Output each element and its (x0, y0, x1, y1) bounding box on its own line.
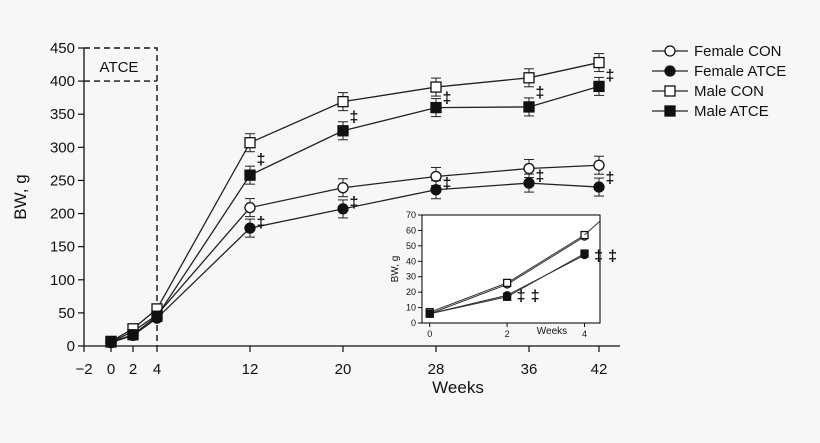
inset-data-point (502, 292, 512, 301)
data-point (593, 159, 605, 171)
significance-dagger: ‡ (606, 67, 615, 84)
significance-dagger: ‡ (536, 168, 545, 185)
inset-y-tick-label: 50 (406, 241, 416, 251)
y-tick-label: 50 (58, 305, 75, 322)
main-series (105, 53, 605, 349)
inset-y-tick-label: 0 (411, 318, 416, 328)
significance-dagger: ‡ (536, 85, 545, 102)
data-point (105, 336, 117, 348)
x-axis-title: Weeks (432, 378, 484, 397)
data-point (244, 169, 256, 181)
y-tick-label: 200 (50, 206, 75, 223)
x-tick-label: 12 (242, 361, 259, 378)
x-tick-label: 36 (521, 361, 538, 378)
legend: Female CON Female ATCE Male CON Male ATCE (652, 43, 786, 120)
x-tick-label: 20 (335, 361, 352, 378)
data-point (244, 137, 256, 149)
data-point (430, 170, 442, 183)
data-point (337, 95, 349, 108)
inset-chart: 0 10 20 30 40 50 60 70 0 2 4 Weeks BW, g ‡ ‡ ‡ ‡ (390, 210, 617, 339)
inset-data-point (502, 278, 512, 288)
data-point (337, 203, 349, 215)
inset-y-tick-label: 70 (406, 210, 416, 220)
inset-data-point (580, 249, 589, 258)
data-point (337, 125, 349, 137)
inset-y-tick-label: 20 (406, 287, 416, 297)
legend-label: Female ATCE (694, 63, 786, 80)
data-point (151, 310, 163, 322)
legend-label: Female CON (694, 43, 782, 60)
x-tick-label: −2 (75, 361, 92, 378)
significance-dagger: ‡ (443, 175, 452, 192)
inset-trend-extension (584, 220, 601, 236)
significance-dagger: ‡ (443, 90, 452, 107)
inset-x-tick-label: 2 (505, 329, 510, 339)
inset-x-tick-label: 4 (582, 329, 587, 339)
x-tick-label: 42 (591, 361, 608, 378)
y-axis-title: BW, g (11, 174, 30, 219)
x-tick-label: 4 (153, 361, 161, 378)
inset-x-axis-title: Weeks (537, 326, 567, 337)
data-point (430, 101, 442, 114)
inset-y-tick-label: 10 (406, 303, 416, 313)
data-point (523, 101, 535, 113)
data-point (593, 80, 605, 93)
legend-label: Male CON (694, 83, 764, 100)
data-point (523, 72, 535, 84)
significance-dagger: ‡ (350, 195, 359, 212)
inset-significance-dagger: ‡ (517, 288, 526, 305)
y-tick-label: 300 (50, 139, 75, 156)
data-point (523, 177, 535, 189)
data-point (127, 329, 139, 341)
y-tick-label: 100 (50, 272, 75, 289)
legend-marker (664, 85, 676, 97)
inset-x-tick-label: 0 (427, 329, 432, 339)
main-axes: ATCE (83, 47, 620, 347)
inset-y-tick-label: 60 (406, 225, 416, 235)
inset-y-tick-label: 30 (406, 272, 416, 282)
legend-marker (664, 65, 676, 77)
data-point (337, 182, 349, 194)
x-tick-label: 28 (428, 361, 445, 378)
y-tick-label: 150 (50, 239, 75, 256)
y-tick-label: 0 (67, 338, 75, 355)
inset-significance-dagger: ‡ (594, 248, 603, 265)
inset-significance-dagger: ‡ (531, 288, 540, 305)
significance-dagger: ‡ (257, 152, 266, 169)
data-point (593, 181, 605, 193)
data-point (244, 201, 256, 214)
data-point (523, 162, 535, 175)
significance-dagger: ‡ (350, 109, 359, 126)
legend-label: Male ATCE (694, 103, 769, 120)
y-tick-label: 450 (50, 40, 75, 57)
inset-y-tick-label: 40 (406, 256, 416, 266)
x-tick-label: 2 (129, 361, 137, 378)
x-tick-label: 0 (107, 361, 115, 378)
y-tick-label: 250 (50, 172, 75, 189)
y-tick-label: 400 (50, 73, 75, 90)
data-point (593, 56, 605, 69)
data-point (430, 184, 442, 196)
data-point (430, 81, 442, 93)
inset-data-point (425, 309, 434, 318)
significance-dagger: ‡ (257, 215, 266, 232)
significance-dagger: ‡ (606, 170, 615, 187)
data-point (244, 222, 256, 234)
legend-marker (664, 45, 676, 57)
legend-marker (664, 105, 676, 117)
inset-y-axis-title: BW, g (390, 256, 401, 283)
inset-significance-dagger: ‡ (608, 248, 617, 265)
y-tick-label: 350 (50, 106, 75, 123)
main-daggers: ‡ ‡ ‡ ‡ ‡ ‡ ‡ ‡ ‡ ‡ (257, 67, 615, 231)
atce-period-box (84, 47, 158, 346)
atce-label: ATCE (100, 59, 139, 76)
